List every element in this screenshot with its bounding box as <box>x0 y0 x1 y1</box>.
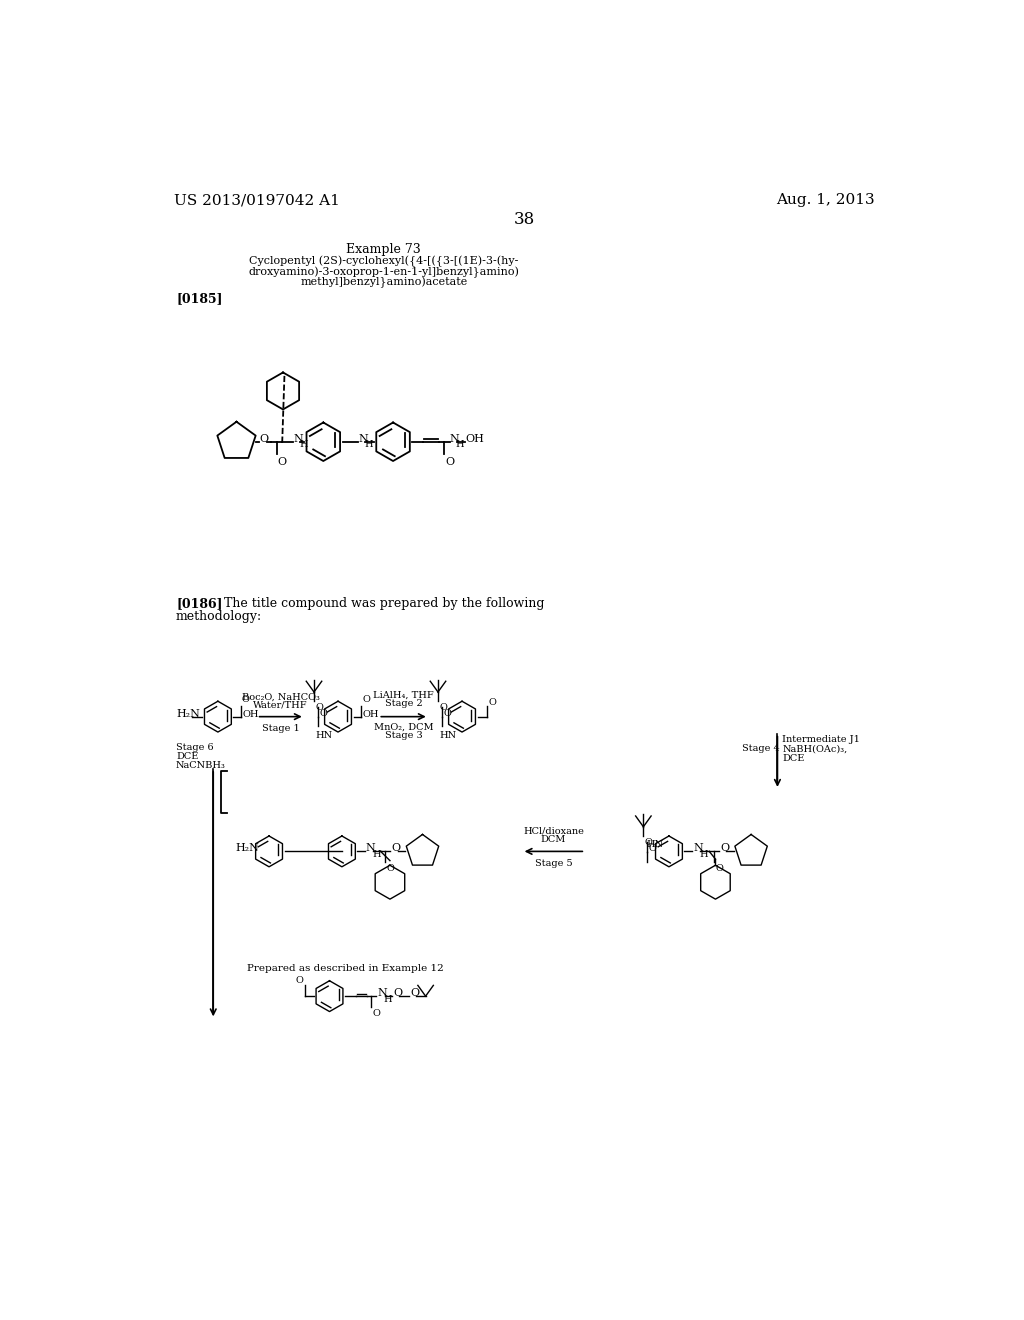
Text: H: H <box>699 850 708 859</box>
Text: O: O <box>410 989 419 998</box>
Text: Stage 4: Stage 4 <box>741 744 779 754</box>
Text: Stage 5: Stage 5 <box>535 859 572 869</box>
Text: Cyclopentyl (2S)-cyclohexyl({4-[({3-[(1E)-3-(hy-: Cyclopentyl (2S)-cyclohexyl({4-[({3-[(1E… <box>249 256 518 267</box>
Text: O: O <box>242 694 250 704</box>
Text: O: O <box>387 865 394 874</box>
Text: OH: OH <box>465 434 484 444</box>
Text: N: N <box>378 989 387 998</box>
Text: Stage 3: Stage 3 <box>385 731 422 741</box>
Text: NaCNBH₃: NaCNBH₃ <box>176 762 226 771</box>
Text: The title compound was prepared by the following: The title compound was prepared by the f… <box>212 598 544 610</box>
Text: N: N <box>293 434 303 444</box>
Text: DCM: DCM <box>541 836 566 845</box>
Text: O: O <box>645 838 653 846</box>
Text: OH: OH <box>243 710 259 719</box>
Text: H: H <box>456 441 465 449</box>
Text: HN: HN <box>439 730 457 739</box>
Text: H₂N: H₂N <box>234 843 259 853</box>
Text: MnO₂, DCM: MnO₂, DCM <box>374 723 433 731</box>
Text: droxyamino)-3-oxoprop-1-en-1-yl]benzyl}amino): droxyamino)-3-oxoprop-1-en-1-yl]benzyl}a… <box>248 267 519 277</box>
Text: N: N <box>358 434 368 444</box>
Text: O: O <box>488 698 497 706</box>
Text: methyl]benzyl}amino)acetate: methyl]benzyl}amino)acetate <box>300 277 467 288</box>
Text: H₂N: H₂N <box>176 709 200 718</box>
Text: H: H <box>384 995 392 1003</box>
Text: Stage 2: Stage 2 <box>385 700 422 708</box>
Text: O: O <box>720 843 729 853</box>
Text: O: O <box>278 457 287 467</box>
Text: OH: OH <box>362 710 379 719</box>
Text: O: O <box>391 843 400 853</box>
Text: LiAlH₄, THF: LiAlH₄, THF <box>373 690 434 700</box>
Text: O: O <box>319 709 328 718</box>
Text: H: H <box>365 441 373 449</box>
Text: O: O <box>649 843 656 853</box>
Text: Intermediate J1: Intermediate J1 <box>782 735 860 744</box>
Text: [0185]: [0185] <box>176 293 222 305</box>
Text: DCE: DCE <box>782 754 805 763</box>
Text: O: O <box>716 865 723 874</box>
Text: O: O <box>445 457 454 467</box>
Text: O: O <box>260 434 269 444</box>
Text: O: O <box>443 709 452 718</box>
Text: O: O <box>393 989 402 998</box>
Text: Prepared as described in Example 12: Prepared as described in Example 12 <box>247 964 443 973</box>
Text: N: N <box>450 434 460 444</box>
Text: HN: HN <box>646 840 664 849</box>
Text: HN: HN <box>315 730 333 739</box>
Text: 38: 38 <box>514 211 536 228</box>
Text: Example 73: Example 73 <box>346 243 421 256</box>
Text: H: H <box>299 441 308 449</box>
Text: Boc₂O, NaHCO₃: Boc₂O, NaHCO₃ <box>242 692 319 701</box>
Text: H: H <box>372 850 381 859</box>
Text: Water/THF: Water/THF <box>253 701 308 710</box>
Text: N: N <box>693 843 702 853</box>
Text: HCl/dioxane: HCl/dioxane <box>523 828 584 836</box>
Text: Stage 6: Stage 6 <box>176 743 214 752</box>
Text: Aug. 1, 2013: Aug. 1, 2013 <box>776 193 876 207</box>
Text: US 2013/0197042 A1: US 2013/0197042 A1 <box>174 193 340 207</box>
Text: DCE: DCE <box>176 752 199 762</box>
Text: methodology:: methodology: <box>176 610 262 623</box>
Text: N: N <box>366 843 376 853</box>
Text: O: O <box>439 702 447 711</box>
Text: NaBH(OAc)₃,: NaBH(OAc)₃, <box>782 744 847 754</box>
Text: O: O <box>315 702 324 711</box>
Text: [0186]: [0186] <box>176 598 222 610</box>
Text: O: O <box>373 1010 381 1018</box>
Text: O: O <box>295 975 303 985</box>
Text: Stage 1: Stage 1 <box>262 725 300 734</box>
Text: O: O <box>362 694 370 704</box>
